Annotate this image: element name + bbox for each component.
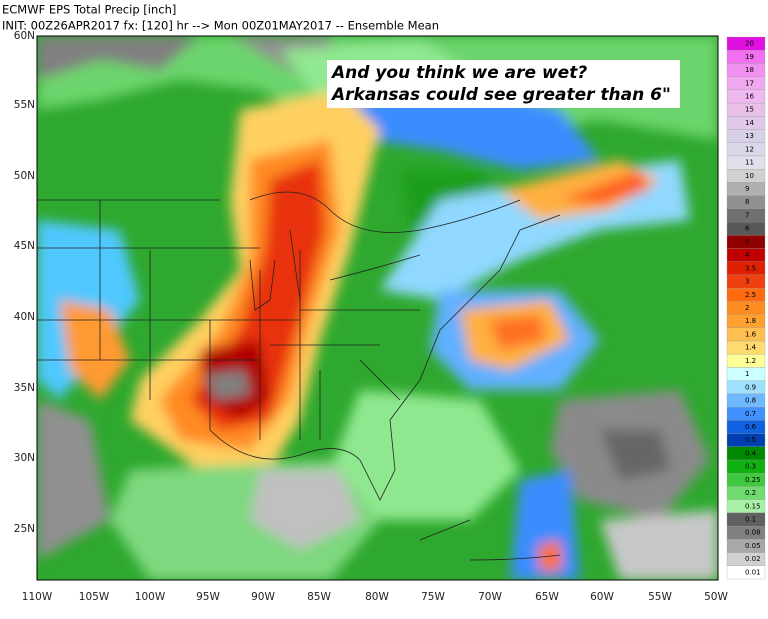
colorbar-label: 18: [745, 66, 754, 74]
colorbar-label: 6: [745, 225, 750, 233]
lon-label: 90W: [251, 591, 275, 603]
colorbar-label: 0.25: [745, 476, 761, 484]
colorbar-label: 0.9: [745, 383, 756, 391]
colorbar-label: 3: [745, 278, 749, 286]
colorbar-label: 15: [745, 106, 754, 114]
colorbar-label: 20: [745, 40, 754, 48]
colorbar-label: 0.5: [745, 436, 756, 444]
lon-label: 50W: [704, 591, 728, 603]
colorbar-label: 0.3: [745, 463, 756, 471]
colorbar-label: 2.5: [745, 291, 756, 299]
colorbar-label: 10: [745, 172, 754, 180]
title: ECMWF EPS Total Precip [inch]: [2, 3, 176, 17]
colorbar-label: 8: [745, 198, 749, 206]
lon-label: 70W: [478, 591, 502, 603]
colorbar-cell: [726, 565, 766, 580]
colorbar-label: 17: [745, 79, 754, 87]
precip-map: [37, 36, 718, 580]
colorbar-label: 0.6: [745, 423, 757, 431]
colorbar-label: 0.01: [745, 568, 761, 576]
colorbar-label: 0.7: [745, 410, 756, 418]
lat-label: 45N: [14, 240, 35, 252]
lon-label: 55W: [648, 591, 672, 603]
subtitle: INIT: 00Z26APR2017 fx: [120] hr --> Mon …: [2, 19, 439, 33]
lat-label: 35N: [14, 382, 35, 394]
map-frame: [36, 35, 719, 581]
colorbar-label: 0.4: [745, 449, 757, 457]
colorbar-label: 13: [745, 132, 754, 140]
lon-label: 80W: [365, 591, 389, 603]
lon-label: 60W: [590, 591, 614, 603]
colorbar-label: 19: [745, 53, 754, 61]
lon-label: 95W: [196, 591, 220, 603]
lon-label: 100W: [135, 591, 166, 603]
lat-label: 55N: [14, 99, 35, 111]
colorbar-label: 0.08: [745, 529, 761, 537]
colorbar-label: 4: [745, 251, 750, 259]
colorbar-label: 11: [745, 159, 754, 167]
lat-label: 60N: [14, 30, 35, 42]
colorbar-label: 0.05: [745, 542, 761, 550]
colorbar-label: 1.6: [745, 330, 757, 338]
annotation-box: [327, 60, 680, 108]
lon-label: 105W: [79, 591, 110, 603]
colorbar-label: 1.8: [745, 317, 756, 325]
colorbar-label: 12: [745, 145, 754, 153]
colorbar-label: 9: [745, 185, 749, 193]
colorbar-label: 16: [745, 92, 754, 100]
colorbar-label: 2: [745, 304, 749, 312]
colorbar-label: 0.02: [745, 555, 761, 563]
colorbar-label: 7: [745, 211, 749, 219]
lat-label: 25N: [14, 523, 35, 535]
annotation-line: And you think we are wet?: [330, 63, 587, 83]
colorbar-label: 0.8: [745, 397, 756, 405]
colorbar-label: 1: [745, 370, 749, 378]
lon-label: 110W: [22, 591, 53, 603]
colorbar-label: 3.5: [745, 264, 756, 272]
lon-label: 65W: [535, 591, 559, 603]
lat-label: 40N: [14, 311, 35, 323]
colorbar-label: 1.4: [745, 344, 757, 352]
annotation-line: Arkansas could see greater than 6": [330, 85, 671, 105]
colorbar-label: 5: [745, 238, 749, 246]
lat-label: 50N: [14, 170, 35, 182]
lon-label: 75W: [421, 591, 445, 603]
colorbar-label: 0.2: [745, 489, 756, 497]
lat-label: 30N: [14, 452, 35, 464]
colorbar-label: 0.15: [745, 502, 761, 510]
colorbar-label: 0.1: [745, 516, 756, 524]
colorbar-label: 1.2: [745, 357, 756, 365]
lon-label: 85W: [307, 591, 331, 603]
colorbar-label: 14: [745, 119, 754, 127]
